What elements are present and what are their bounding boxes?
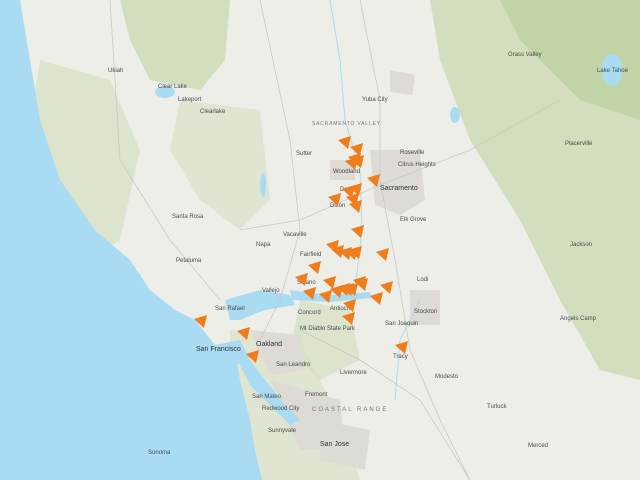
place-label: Vacaville [283, 232, 307, 238]
place-label: Mt Diablo State Park [300, 326, 356, 332]
folsom-lake [450, 107, 460, 123]
earthquake-marker-triangle-icon[interactable] [246, 350, 259, 363]
place-label: Elk Grove [400, 217, 427, 223]
place-label: Fairfield [300, 252, 321, 258]
place-label: San Francisco [196, 346, 241, 353]
place-label: San Jose [320, 441, 349, 448]
earthquake-marker-triangle-icon[interactable] [331, 245, 344, 258]
place-label: Napa [256, 242, 271, 248]
place-label: Antioch [330, 306, 350, 312]
earthquake-marker-triangle-icon[interactable] [343, 299, 356, 312]
place-label: Lakeport [178, 97, 202, 103]
place-label: Sonoma [148, 450, 171, 456]
lake-tahoe [602, 54, 622, 86]
place-label: Angels Camp [560, 316, 597, 322]
place-label: Sacramento [380, 185, 418, 192]
place-label: Jackson [570, 242, 592, 248]
earthquake-marker-triangle-icon[interactable] [355, 278, 368, 291]
earthquake-marker-triangle-icon[interactable] [338, 136, 351, 149]
clear-lake [155, 86, 175, 98]
place-label: Citrus Heights [398, 162, 436, 168]
place-label: San Joaquin [385, 321, 418, 327]
place-label: SACRAMENTO VALLEY [312, 121, 381, 127]
earthquake-marker-triangle-icon[interactable] [295, 273, 308, 286]
place-label: Modesto [435, 374, 459, 380]
place-label: Clear Lake [158, 84, 188, 90]
earthquake-marker-triangle-icon[interactable] [328, 193, 341, 206]
place-label: San Mateo [252, 394, 282, 400]
place-label: Santa Rosa [172, 214, 204, 220]
place-label: Fremont [305, 392, 328, 398]
earthquake-marker-triangle-icon[interactable] [350, 143, 363, 156]
earthquake-marker-triangle-icon[interactable] [308, 261, 321, 274]
earthquake-marker-triangle-icon[interactable] [319, 290, 332, 303]
place-label: Lake Tahoe [597, 68, 629, 74]
urban-areas [250, 70, 440, 470]
earthquake-marker-triangle-icon[interactable] [376, 248, 389, 261]
place-label: San Rafael [215, 306, 245, 312]
earthquake-marker-triangle-icon[interactable] [330, 285, 343, 298]
earthquake-marker-triangle-icon[interactable] [303, 287, 316, 300]
place-label: Turlock [487, 404, 507, 410]
earthquake-marker-triangle-icon[interactable] [345, 157, 358, 170]
place-label: Stockton [414, 309, 437, 315]
earthquake-marker-triangle-icon[interactable] [370, 292, 383, 305]
earthquake-marker-triangle-icon[interactable] [342, 312, 355, 325]
place-label: Oakland [256, 341, 282, 348]
place-label: Vallejo [262, 288, 280, 294]
san-pablo-bay [225, 290, 295, 320]
place-label: Sutter [296, 151, 312, 157]
place-label: Ukiah [108, 68, 123, 74]
earthquake-marker-triangle-icon[interactable] [323, 276, 336, 289]
lake-berryessa [260, 173, 266, 197]
roads [109, 0, 561, 480]
place-label: Merced [528, 443, 548, 449]
earthquake-marker-triangle-icon[interactable] [395, 341, 408, 354]
place-label: Yuba City [362, 97, 388, 103]
place-label: Grass Valley [508, 52, 542, 58]
earthquake-marker-triangle-icon[interactable] [194, 315, 207, 328]
earthquake-marker-triangle-icon[interactable] [237, 327, 250, 340]
place-label: Livermore [340, 370, 367, 376]
earthquake-marker-triangle-icon[interactable] [345, 283, 358, 296]
place-label: Clearlake [200, 109, 226, 115]
place-label: Roseville [400, 150, 425, 156]
san-francisco-bay [215, 340, 300, 425]
place-label: Lodi [417, 277, 428, 283]
earthquake-marker-triangle-icon[interactable] [349, 200, 362, 213]
place-label: COASTAL RANGE [312, 407, 388, 413]
earthquake-marker-triangle-icon[interactable] [367, 174, 380, 187]
place-label: San Leandro [276, 362, 311, 368]
place-label: Sunnyvale [268, 428, 297, 434]
place-label: Woodland [333, 169, 360, 175]
earthquake-markers [194, 136, 408, 363]
place-labels: Ukiah Clear Lake Lakeport Clearlake Yuba Cit… [108, 52, 629, 456]
place-label: Redwood City [262, 406, 299, 412]
place-label: Dixon [330, 203, 345, 209]
place-label: Solano [297, 280, 316, 286]
earthquake-marker-triangle-icon[interactable] [349, 183, 362, 196]
rivers [329, 0, 421, 401]
earthquake-marker-triangle-icon[interactable] [349, 246, 362, 259]
place-label: Petaluma [176, 258, 202, 264]
earthquake-marker-triangle-icon[interactable] [351, 225, 364, 238]
place-label: Concord [298, 310, 321, 316]
earthquake-marker-triangle-icon[interactable] [380, 281, 393, 294]
place-label: Placerville [565, 141, 593, 147]
place-label: Tracy [393, 354, 408, 360]
pacific-ocean [0, 0, 262, 480]
